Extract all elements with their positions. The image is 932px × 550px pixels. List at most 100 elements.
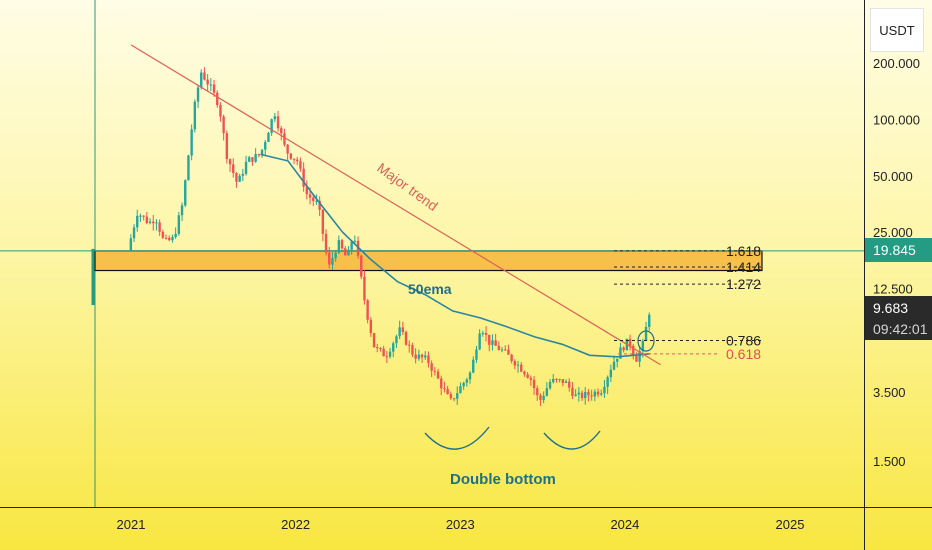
- candle-body: [315, 200, 318, 202]
- candle-body: [132, 227, 136, 239]
- candle-body: [369, 319, 373, 334]
- candle-body: [401, 327, 405, 332]
- candle-body: [228, 159, 232, 165]
- candle-body: [507, 349, 510, 355]
- resistance-zone-layer: [0, 248, 864, 305]
- candle-body: [596, 391, 600, 395]
- candle-body: [180, 205, 184, 216]
- indicator-lines-layer: [130, 44, 661, 366]
- candle-body: [468, 372, 472, 380]
- time-tick-label: 2025: [776, 517, 805, 532]
- candle-body: [459, 386, 462, 394]
- candle-body: [584, 392, 587, 399]
- candle-body: [571, 387, 574, 396]
- candle-body: [344, 248, 347, 256]
- candle-body: [552, 378, 555, 383]
- candle-body: [408, 344, 411, 346]
- candle-body: [260, 149, 264, 156]
- candle-body: [254, 154, 257, 162]
- candle-body: [465, 379, 469, 383]
- candle-body: [145, 216, 149, 224]
- time-tick-label: 2023: [446, 517, 475, 532]
- bottom-arc-2: [543, 430, 601, 450]
- candle-body: [324, 233, 328, 253]
- fib-level-label: 1.618: [726, 243, 761, 259]
- candle-body: [340, 240, 344, 249]
- annotations-layer: Major trend 50ema Double bottom: [374, 159, 655, 488]
- current-price-badge: 9.683 09:42:01: [865, 296, 932, 340]
- price-tick-label: 50.000: [873, 169, 913, 184]
- candle-body: [481, 332, 485, 334]
- price-tick-label: 3.500: [873, 385, 906, 400]
- candle-body: [264, 141, 267, 150]
- resistance-zone-box: [94, 250, 763, 272]
- candle-body: [187, 155, 190, 181]
- candle-body: [638, 350, 641, 362]
- candle-body: [142, 215, 145, 217]
- time-tick-label: 2021: [117, 517, 146, 532]
- candle-body: [139, 215, 142, 217]
- candle-body: [155, 222, 158, 224]
- candle-body: [500, 349, 504, 351]
- candle-body: [177, 215, 181, 234]
- candle-body: [158, 222, 161, 232]
- candle-body: [404, 331, 408, 345]
- candle-body: [644, 326, 648, 341]
- ema-label: 50ema: [408, 281, 452, 297]
- candle-body: [161, 231, 165, 238]
- fib-level-label: 1.272: [726, 276, 761, 292]
- candle-body: [168, 237, 171, 241]
- candle-body: [641, 340, 645, 351]
- candle-body: [574, 394, 577, 396]
- current-price-value: 9.683: [873, 300, 909, 316]
- candle-body: [190, 129, 193, 156]
- major-trendline: [130, 44, 661, 366]
- candle-body: [478, 333, 481, 350]
- candle-body: [462, 382, 465, 387]
- candle-body: [513, 361, 517, 366]
- price-tick-label: 200.000: [873, 56, 920, 71]
- candle-body: [424, 355, 427, 358]
- candle-body: [580, 392, 584, 399]
- candle-body: [273, 116, 277, 120]
- candle-body: [475, 349, 478, 360]
- candle-body: [216, 92, 219, 106]
- candle-body: [148, 221, 152, 224]
- candle-body: [632, 345, 635, 356]
- candle-body: [372, 333, 376, 348]
- candle-body: [212, 84, 216, 93]
- candle-body: [267, 132, 270, 142]
- candle-body: [276, 116, 280, 129]
- candle-body: [443, 388, 446, 390]
- currency-button[interactable]: USDT: [870, 8, 924, 52]
- candle-body: [305, 186, 309, 195]
- candle-body: [497, 345, 501, 351]
- candle-body: [206, 79, 209, 85]
- candle-body: [516, 364, 520, 366]
- candle-body: [222, 116, 225, 134]
- candle-body: [616, 358, 619, 362]
- price-tick-label: 12.500: [873, 282, 913, 297]
- candle-body: [436, 371, 440, 379]
- candle-body: [209, 84, 213, 86]
- candle-body: [561, 379, 565, 383]
- candle-body: [411, 345, 414, 355]
- candle-body: [523, 371, 526, 375]
- candle-body: [296, 159, 299, 162]
- candle-body: [590, 395, 593, 397]
- candle-body: [619, 347, 622, 359]
- candle-body: [491, 340, 494, 345]
- candle-body: [289, 153, 293, 159]
- candle-body: [612, 361, 616, 370]
- candle-body: [494, 340, 497, 346]
- candle-body: [248, 157, 251, 162]
- candle-body: [312, 197, 315, 201]
- candle-body: [379, 347, 382, 349]
- axis-labels-layer: 200.000 100.000 50.000 25.000 12.500 3.500 1.5…: [117, 56, 920, 532]
- candle-body: [235, 173, 238, 182]
- ema-50-line: [260, 153, 650, 358]
- candle-countdown: 09:42:01: [873, 321, 928, 337]
- candle-body: [539, 395, 542, 400]
- candle-body: [292, 158, 296, 160]
